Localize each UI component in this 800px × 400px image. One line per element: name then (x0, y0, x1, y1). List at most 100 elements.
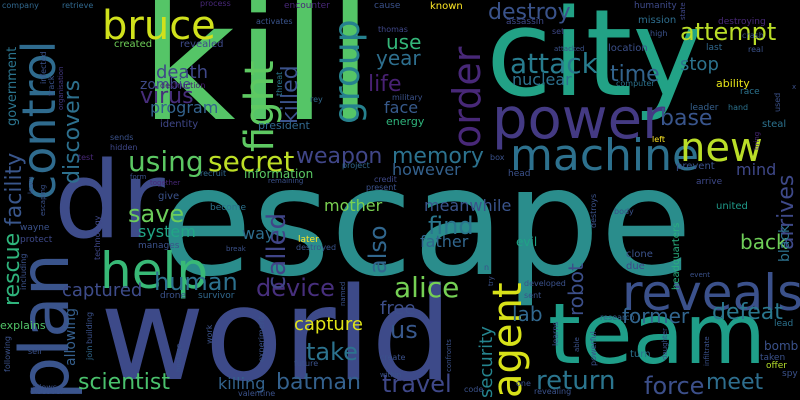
word-hostage: hostage (175, 343, 183, 372)
word-together: together (150, 179, 181, 187)
word-real: real (748, 45, 764, 54)
word-activates: activates (256, 17, 293, 26)
word-explains: explains (0, 319, 46, 332)
word-developed: developed (524, 279, 566, 288)
word-bruce: bruce (102, 3, 216, 49)
word-discovers: discovers (60, 79, 85, 184)
word-work: work (205, 324, 214, 344)
word-former: former (622, 304, 690, 328)
word-named: named (339, 281, 347, 306)
word-give: give (158, 191, 180, 202)
word-left: left (652, 135, 665, 144)
word-code: code (464, 385, 484, 394)
word-clone: clone (626, 249, 653, 260)
word-bomb: bomb (764, 339, 799, 353)
word-black: black (777, 224, 793, 262)
word-valentine: valentine (238, 389, 276, 398)
word-due: due (626, 261, 645, 272)
word-base: base (660, 106, 713, 131)
word-head: head (508, 169, 531, 179)
word-become: become (210, 203, 247, 213)
word-technology: technology (93, 215, 102, 260)
word-lead: lead (774, 319, 794, 329)
word-state: state (679, 2, 687, 20)
word-experiment: experiment (257, 316, 266, 362)
word-allows: allows (32, 383, 57, 392)
word-self: self (28, 347, 43, 356)
word-death: death (156, 62, 208, 83)
word-one: one (516, 379, 531, 388)
word-high: high (650, 29, 668, 38)
word-headquarters: headquarters (671, 222, 682, 290)
word-human: human (154, 268, 238, 296)
word-attack: attack (510, 47, 598, 80)
word-thomas: thomas (378, 25, 408, 34)
word-track: track (47, 75, 56, 96)
word-organisation: organisation (57, 66, 65, 111)
word-sent: sent (524, 291, 542, 300)
word-steal: steal (762, 119, 787, 130)
word-infiltrate: infiltrate (703, 336, 711, 366)
word-face: face (384, 98, 419, 117)
word-body: body (614, 207, 634, 216)
word-credit: credit (374, 175, 397, 184)
word-revealed: revealed (180, 39, 224, 50)
word-humanity: humanity (634, 1, 677, 11)
word-later: later (298, 235, 319, 245)
word-prevent: prevent (676, 161, 715, 172)
word-power: power (492, 87, 666, 152)
word-hidden: hidden (110, 143, 138, 152)
word-life: life (368, 72, 402, 97)
word-secret: secret (208, 145, 295, 178)
word-weapon: weapon (296, 144, 383, 169)
word-united: united (716, 201, 748, 212)
word-box: box (490, 153, 505, 162)
word-information: information (244, 167, 314, 181)
word-powerful: powerful (589, 331, 598, 366)
word-system: system (138, 222, 196, 241)
word-energy: energy (386, 115, 425, 128)
word-able: able (573, 337, 581, 352)
word-attempt: attempt (680, 18, 777, 46)
word-find: find (428, 212, 474, 240)
word-killing: killing (218, 374, 266, 393)
word-process: process (200, 0, 231, 8)
word-escaping: escaping (39, 184, 47, 216)
word-world: world (100, 261, 453, 400)
word-group: group (327, 19, 368, 124)
word-team: team (548, 285, 766, 383)
word-zombie: zombie (140, 77, 191, 93)
word-using: using (128, 145, 204, 178)
word-within: within (380, 371, 402, 379)
word-last: last (706, 43, 723, 53)
word-test: test (78, 153, 94, 162)
word-government: government (5, 46, 20, 126)
word-meanwhile: meanwhile (424, 196, 512, 215)
word-destroys: destroys (589, 193, 598, 228)
word-nuclear: nuclear (512, 70, 572, 89)
word-protect: protect (20, 235, 53, 245)
word-computer: computer (616, 79, 655, 88)
word-save: save (128, 200, 185, 228)
word-destroying: destroying (718, 17, 766, 27)
word-manages: manages (138, 241, 180, 251)
word-destroyed: destroyed (296, 243, 337, 252)
word-escape: escape (160, 136, 693, 310)
word-arrive: arrive (696, 177, 723, 187)
word-meet: meet (706, 370, 764, 395)
word-dr: dr (54, 139, 165, 262)
word-president: president (258, 119, 310, 132)
word-captured: captured (62, 280, 143, 301)
word-father: father (420, 232, 469, 251)
word-remaining: remaining (268, 177, 304, 185)
word-create: create (380, 353, 406, 362)
word-threat: threat (275, 71, 284, 96)
word-survivor: survivor (198, 291, 235, 301)
word-scientist: scientist (78, 370, 170, 395)
word-known: known (430, 1, 463, 12)
word-ability: ability (716, 77, 750, 90)
word-set: set (552, 27, 565, 36)
word-company: company (2, 1, 39, 10)
word-race: race (740, 87, 760, 97)
